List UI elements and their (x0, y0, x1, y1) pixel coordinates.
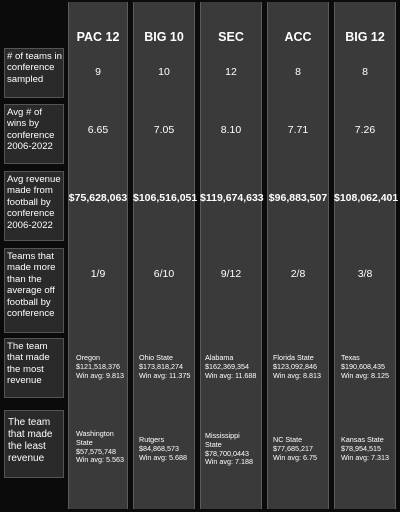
team-name: Kansas State (341, 435, 384, 444)
row-label-avg-wins: Avg # of wins by conference 2006-2022 (4, 104, 64, 164)
column-sec (200, 2, 262, 509)
avg-revenue-value: $106,516,051 (133, 192, 198, 204)
avg-revenue-value: $75,628,063 (68, 192, 128, 204)
avg-revenue-value: $96,883,507 (268, 192, 328, 204)
row-label-teams-above-avg: Teams that made more than the average of… (4, 248, 64, 333)
team-name: Washington State (76, 429, 114, 447)
least-revenue-team: Mississippi State $78,700,0443 Win avg: … (205, 431, 257, 467)
row-label-avg-revenue: Avg revenue made from football by confer… (4, 171, 64, 241)
team-win-avg: Win avg: 11.375 (139, 370, 191, 380)
teams-above-avg-value: 1/9 (90, 268, 106, 280)
team-win-avg: Win avg: 5.563 (76, 455, 124, 465)
column-acc (267, 2, 329, 509)
team-name: Texas (341, 353, 360, 362)
team-win-avg: Win avg: 7.188 (205, 457, 253, 467)
teams-above-avg-value: 3/8 (357, 268, 373, 280)
conference-header: BIG 12 (345, 30, 385, 44)
avg-wins-value: 7.26 (354, 124, 376, 136)
conference-header: SEC (218, 30, 244, 44)
avg-revenue-value: $119,674,633 (200, 192, 264, 204)
least-revenue-team: NC State $77,685,217 Win avg: 6.75 (273, 435, 317, 462)
team-revenue: $77,685,217 (273, 443, 313, 453)
teams-above-avg-value: 6/10 (153, 268, 175, 280)
most-revenue-team: Alabama $162,369,354 Win avg: 11.688 (205, 353, 257, 380)
team-revenue: $121,518,376 (76, 361, 120, 371)
conference-header: PAC 12 (76, 30, 120, 44)
row-label-most-revenue: The team that made the most revenue (4, 338, 64, 398)
avg-revenue-value: $108,062,401 (334, 192, 399, 204)
most-revenue-team: Florida State $123,092,846 Win avg: 8.81… (273, 353, 321, 380)
team-name: Mississippi State (205, 431, 240, 449)
team-name: Florida State (273, 353, 314, 362)
team-name: Ohio State (139, 353, 173, 362)
team-win-avg: Win avg: 8.125 (341, 370, 389, 380)
teams-sampled-value: 9 (95, 66, 101, 78)
team-revenue: $57,575,748 (76, 446, 116, 456)
team-name: Alabama (205, 353, 234, 362)
avg-wins-value: 7.05 (153, 124, 175, 136)
conference-header: BIG 10 (144, 30, 184, 44)
teams-above-avg-value: 2/8 (290, 268, 306, 280)
team-revenue: $123,092,846 (273, 361, 317, 371)
row-label-teams-sampled: # of teams in conference sampled (4, 48, 64, 98)
column-pac12 (68, 2, 128, 509)
team-win-avg: Win avg: 11.688 (205, 370, 257, 380)
team-name: NC State (273, 435, 303, 444)
most-revenue-team: Oregon $121,518,376 Win avg: 9.813 (76, 353, 124, 380)
team-revenue: $84,868,573 (139, 443, 179, 453)
teams-sampled-value: 12 (225, 66, 237, 78)
conference-header: ACC (284, 30, 312, 44)
least-revenue-team: Kansas State $78,954,515 Win avg: 7.313 (341, 435, 389, 462)
least-revenue-team: Rutgers $84,868,573 Win avg: 5.688 (139, 435, 187, 462)
teams-sampled-value: 10 (158, 66, 170, 78)
avg-wins-value: 7.71 (287, 124, 309, 136)
team-revenue: $190,608,435 (341, 361, 385, 371)
row-label-least-revenue: The team that made the least revenue (4, 410, 64, 478)
team-revenue: $78,700,0443 (205, 448, 249, 458)
avg-wins-value: 8.10 (220, 124, 242, 136)
team-revenue: $173,818,274 (139, 361, 183, 371)
most-revenue-team: Texas $190,608,435 Win avg: 8.125 (341, 353, 389, 380)
team-win-avg: Win avg: 7.313 (341, 452, 389, 462)
team-revenue: $78,954,515 (341, 443, 381, 453)
team-win-avg: Win avg: 6.75 (273, 452, 317, 462)
team-name: Oregon (76, 353, 100, 362)
column-big12 (334, 2, 396, 509)
team-revenue: $162,369,354 (205, 361, 249, 371)
least-revenue-team: Washington State $57,575,748 Win avg: 5.… (76, 429, 128, 465)
teams-sampled-value: 8 (295, 66, 301, 78)
team-win-avg: Win avg: 9.813 (76, 370, 124, 380)
avg-wins-value: 6.65 (87, 124, 109, 136)
most-revenue-team: Ohio State $173,818,274 Win avg: 11.375 (139, 353, 191, 380)
team-win-avg: Win avg: 5.688 (139, 452, 187, 462)
team-win-avg: Win avg: 8.813 (273, 370, 321, 380)
team-name: Rutgers (139, 435, 165, 444)
teams-sampled-value: 8 (362, 66, 368, 78)
column-big10 (133, 2, 195, 509)
teams-above-avg-value: 9/12 (220, 268, 242, 280)
